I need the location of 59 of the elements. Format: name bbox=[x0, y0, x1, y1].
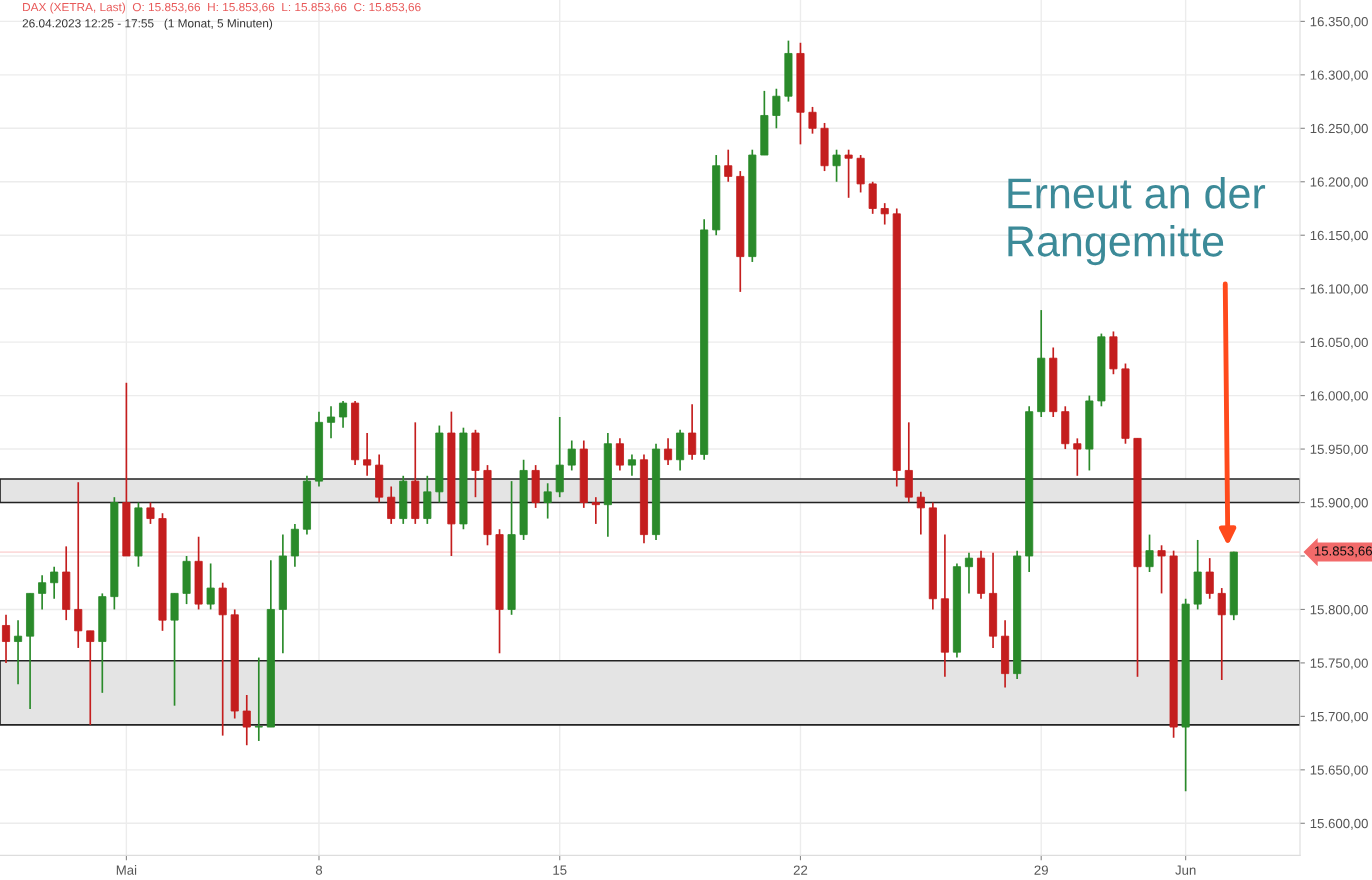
candlestick bbox=[844, 148, 853, 199]
candlestick bbox=[363, 432, 372, 477]
ref-line-label: 15.853,66 bbox=[1314, 546, 1372, 558]
y-tick-label: 15.950,00 bbox=[1310, 444, 1368, 456]
candlestick bbox=[1073, 437, 1082, 477]
candlestick bbox=[1145, 533, 1154, 573]
candlestick bbox=[916, 490, 925, 536]
y-tick-label: 16.150,00 bbox=[1310, 230, 1368, 242]
candlestick bbox=[254, 656, 263, 742]
candlestick bbox=[242, 694, 251, 747]
candlestick bbox=[1157, 544, 1166, 595]
candlestick bbox=[1205, 557, 1214, 600]
candlestick bbox=[38, 574, 47, 611]
y-tick-label: 16.300,00 bbox=[1310, 70, 1368, 82]
candlestick bbox=[772, 87, 781, 130]
y-tick-label: 16.100,00 bbox=[1310, 284, 1368, 296]
candlestick bbox=[724, 148, 733, 183]
candlestick bbox=[880, 202, 889, 226]
candlestick bbox=[688, 403, 697, 461]
candlestick bbox=[627, 453, 636, 477]
candlestick bbox=[206, 562, 215, 611]
candlestick bbox=[1217, 587, 1226, 681]
chart-title: DAX (XETRA, Last) O: 15.853,66 H: 15.853,66 L: 15.853,66 C: 15.853,66 bbox=[23, 2, 421, 14]
candlestick bbox=[74, 481, 83, 649]
x-tick-label: 15 bbox=[553, 865, 567, 875]
y-tick-label: 16.200,00 bbox=[1310, 177, 1368, 189]
candlestick bbox=[326, 405, 336, 440]
candlestick bbox=[387, 485, 396, 525]
x-tick-label: 8 bbox=[315, 865, 323, 875]
candlestick bbox=[86, 629, 95, 726]
candlestick bbox=[615, 437, 624, 472]
text: 26.04.2023 12:25 - 17:55 (1 Monat, 5 Minuten) bbox=[22, 18, 273, 30]
candlestick bbox=[808, 106, 817, 135]
candlestick bbox=[146, 501, 155, 525]
y-tick-label: 16.250,00 bbox=[1310, 123, 1368, 135]
candlestick bbox=[832, 148, 841, 183]
candlestick bbox=[591, 496, 600, 525]
x-tick-label: Mai bbox=[116, 865, 137, 875]
y-tick-label: 15.650,00 bbox=[1310, 765, 1368, 777]
annotation: Erneut an der Rangemitte bbox=[1008, 177, 1266, 266]
candlestick bbox=[1, 613, 11, 664]
candlestick bbox=[964, 551, 974, 595]
x-tick-label: 22 bbox=[793, 865, 808, 875]
candlestick bbox=[339, 400, 348, 429]
y-tick-label: 15.750,00 bbox=[1310, 658, 1368, 670]
y-tick-label: 15.900,00 bbox=[1310, 498, 1368, 509]
y-tick-label: 15.700,00 bbox=[1310, 711, 1368, 723]
y-tick-label: 16.050,00 bbox=[1310, 337, 1368, 349]
y-tick-label: 16.350,00 bbox=[1310, 16, 1368, 28]
y-tick-label: 15.800,00 bbox=[1310, 605, 1368, 616]
candlestick bbox=[664, 437, 673, 466]
candlestick bbox=[50, 565, 59, 600]
candlestick bbox=[543, 482, 552, 520]
y-tick-label: 16.000,00 bbox=[1310, 391, 1368, 403]
x-tick-label: Jun bbox=[1175, 865, 1196, 875]
candlestick bbox=[567, 439, 576, 472]
y-tick-label: 15.600,00 bbox=[1310, 818, 1368, 830]
candlestick bbox=[14, 619, 23, 686]
x-tick-label: 29 bbox=[1034, 865, 1048, 875]
